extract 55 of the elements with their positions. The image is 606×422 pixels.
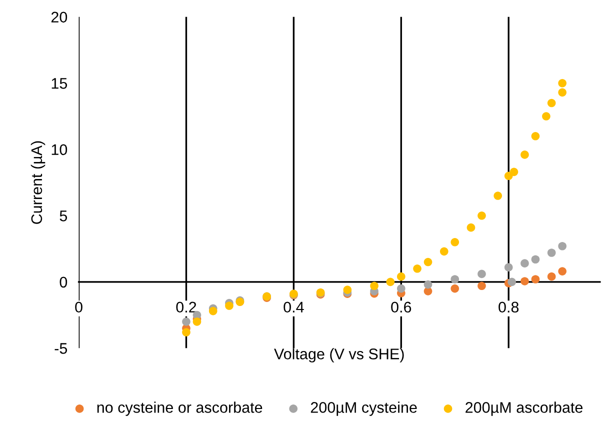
point xyxy=(558,242,566,250)
point xyxy=(531,275,540,284)
y-axis-title: Current (µA) xyxy=(30,141,46,224)
y-tick-label: 0 xyxy=(60,276,68,288)
point xyxy=(558,78,566,88)
point xyxy=(547,248,556,257)
point xyxy=(478,270,486,278)
point xyxy=(531,255,540,264)
y-tick-label: 15 xyxy=(52,78,68,89)
point xyxy=(208,306,218,316)
legend-label: 200µM ascorbate xyxy=(466,402,583,416)
x-tick-label: 0.4 xyxy=(284,302,304,313)
point xyxy=(396,272,406,281)
point xyxy=(558,88,566,97)
legend-label: 200µM cysteine xyxy=(310,402,417,416)
point xyxy=(520,259,529,268)
point xyxy=(450,275,460,284)
point xyxy=(510,168,518,176)
point xyxy=(440,247,448,256)
point xyxy=(370,282,378,290)
y-tick-label: 5 xyxy=(60,210,68,222)
point xyxy=(531,132,540,140)
point xyxy=(225,302,234,310)
point xyxy=(450,284,460,293)
x-axis-title: Voltage (V vs SHE) xyxy=(274,348,404,362)
point xyxy=(494,192,502,200)
point xyxy=(396,284,406,293)
point xyxy=(547,98,556,108)
y-tick-label: -5 xyxy=(54,343,68,354)
point xyxy=(547,272,556,281)
point xyxy=(504,263,513,272)
point xyxy=(386,278,395,286)
point xyxy=(558,267,566,276)
point xyxy=(450,238,460,246)
x-tick-label: 0.2 xyxy=(176,302,196,313)
point xyxy=(542,112,550,120)
point xyxy=(478,282,486,290)
point xyxy=(466,223,476,232)
y-tick-label: 10 xyxy=(52,144,68,156)
point xyxy=(413,264,422,273)
legend-label: no cysteine or ascorbate xyxy=(97,402,262,416)
x-tick-label: 0.8 xyxy=(498,302,519,313)
point xyxy=(424,258,432,266)
point xyxy=(520,150,529,159)
point xyxy=(508,278,516,286)
point xyxy=(343,286,352,294)
point xyxy=(182,317,190,326)
y-tick-label: 20 xyxy=(51,12,68,23)
point xyxy=(182,328,190,336)
point xyxy=(520,277,529,286)
point xyxy=(478,211,486,220)
x-tick-label: 0 xyxy=(75,302,82,313)
x-tick-label: 0.6 xyxy=(391,302,412,313)
point xyxy=(192,317,202,326)
point xyxy=(424,280,432,289)
